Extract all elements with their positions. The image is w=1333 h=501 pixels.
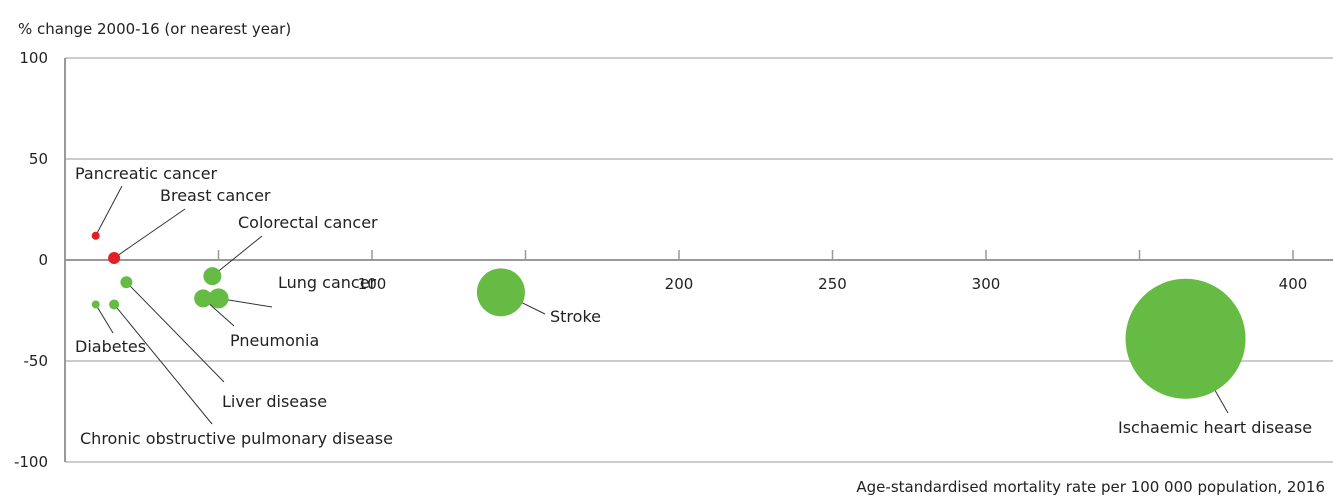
leader-line	[212, 235, 263, 277]
data-label: Chronic obstructive pulmonary disease	[80, 429, 393, 448]
y-axis-title: % change 2000-16 (or nearest year)	[18, 20, 292, 38]
x-tick-label: 100	[358, 275, 387, 293]
data-point	[1125, 278, 1246, 399]
data-label: Lung cancer	[278, 273, 377, 292]
data-label: Liver disease	[222, 392, 327, 411]
data-point	[208, 288, 229, 309]
data-point	[194, 289, 213, 308]
data-point	[109, 299, 120, 310]
x-tick-label: 250	[818, 275, 847, 293]
data-label: Pancreatic cancer	[75, 164, 218, 183]
data-label: Colorectal cancer	[238, 213, 378, 232]
y-tick-label: 50	[29, 150, 48, 168]
y-tick-label: 100	[19, 49, 48, 67]
x-axis-title: Age-standardised mortality rate per 100 …	[856, 478, 1325, 496]
data-point	[203, 267, 222, 286]
leader-line	[126, 281, 225, 383]
leader-line	[95, 185, 123, 236]
data-label: Ischaemic heart disease	[1118, 418, 1312, 437]
data-point	[91, 231, 100, 240]
y-tick-label: -50	[24, 352, 49, 370]
data-point	[476, 268, 525, 317]
data-point	[91, 300, 100, 309]
data-label: Breast cancer	[160, 186, 271, 205]
x-tick-label: 400	[1279, 275, 1308, 293]
leader-line	[95, 304, 114, 334]
data-label: Diabetes	[75, 337, 146, 356]
data-label: Pneumonia	[230, 331, 319, 350]
data-point	[108, 251, 121, 264]
x-tick-label: 300	[972, 275, 1001, 293]
leader-line	[113, 208, 186, 259]
leader-line	[113, 304, 213, 425]
y-tick-label: 0	[38, 251, 48, 269]
x-tick-label: 200	[665, 275, 694, 293]
data-point	[120, 276, 133, 289]
data-label: Stroke	[550, 307, 601, 326]
y-tick-label: -100	[14, 453, 48, 471]
